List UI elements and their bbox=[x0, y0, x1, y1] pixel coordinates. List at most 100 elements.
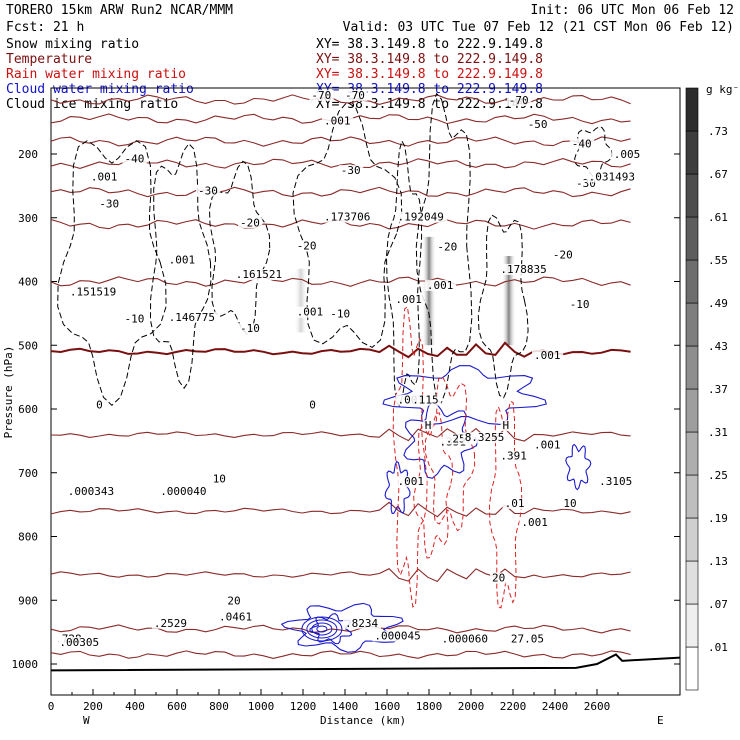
colorbar-swatch bbox=[685, 517, 699, 562]
isotherm-line bbox=[51, 568, 631, 583]
colorbar-swatch bbox=[685, 474, 699, 519]
isotherm-label-bg bbox=[343, 89, 368, 101]
snow-max-label-bg bbox=[322, 115, 354, 127]
isotherm-label-bg bbox=[238, 323, 263, 335]
field-name: Rain water mixing ratio bbox=[6, 67, 186, 82]
snow-contour bbox=[415, 92, 473, 405]
colorbar-label: .55 bbox=[708, 254, 728, 267]
cloud-water-label: .8234 bbox=[345, 617, 378, 630]
cloud-water-label: .001 bbox=[534, 438, 561, 451]
isotherm-line bbox=[51, 276, 631, 287]
colorbar-label: .61 bbox=[708, 211, 728, 224]
snow-contour bbox=[149, 142, 212, 390]
isotherm-label: -20 bbox=[553, 248, 573, 261]
isotherm-line bbox=[51, 186, 631, 198]
isotherm-label: H bbox=[503, 419, 510, 432]
x-tick-label: 2200 bbox=[500, 700, 527, 713]
isotherm-label-bg bbox=[500, 420, 512, 432]
colorbar-swatch bbox=[685, 388, 699, 433]
snow-max-label: .001 bbox=[427, 279, 454, 292]
snow-max-label-bg bbox=[395, 211, 448, 223]
isotherm-label: 10 bbox=[563, 497, 576, 510]
x-tick-label: 1600 bbox=[374, 700, 401, 713]
colorbar-swatch bbox=[685, 130, 699, 175]
cloud-water-contour bbox=[301, 616, 343, 642]
snow-max-label: .001 bbox=[297, 306, 324, 319]
x-axis: 0 200 400 600 800 1000 1200 1400 1600 1800 2000 220… bbox=[48, 689, 619, 713]
x-tick-label: 0 bbox=[48, 700, 55, 713]
y-tick-label: 1000 bbox=[12, 658, 39, 671]
snow-contour bbox=[208, 160, 271, 335]
isotherm-label: -10 bbox=[125, 313, 145, 326]
isotherm-label: -70 bbox=[509, 94, 529, 107]
colorbar-swatch bbox=[685, 259, 699, 304]
rain-contour bbox=[424, 375, 476, 532]
rain-label-bg bbox=[57, 636, 103, 648]
colorbar-unit: g kg⁻¹ bbox=[706, 83, 740, 96]
cloud-water-contour bbox=[403, 402, 479, 479]
isotherm-line bbox=[51, 158, 631, 169]
isotherm-label: -20 bbox=[297, 239, 317, 252]
isotherm-label-bg bbox=[525, 119, 551, 131]
snow-max-label-bg bbox=[233, 269, 286, 281]
rain-label-bg bbox=[65, 485, 118, 497]
isotherm-line bbox=[51, 136, 631, 147]
isotherm-label: 10 bbox=[213, 473, 226, 486]
cloud-water-contour bbox=[311, 622, 333, 636]
cloud-water-contour bbox=[384, 460, 411, 514]
cloud-water-label: .3105 bbox=[599, 475, 632, 488]
colorbar-swatch bbox=[685, 560, 699, 605]
isotherm-label: 8.3255 bbox=[465, 431, 505, 444]
contour-labels: -70 -70 -70-50-40-40-30-30-30-30-20-20 -20-… bbox=[53, 89, 643, 649]
isotherm-label-bg bbox=[498, 450, 530, 462]
isotherm-label-bg bbox=[122, 313, 147, 325]
cloud-water-label-bg bbox=[395, 476, 427, 488]
isotherm-line bbox=[51, 94, 631, 105]
y-tick-label: 500 bbox=[18, 339, 38, 352]
colorbar-swatch bbox=[685, 646, 699, 691]
colorbar-label: .49 bbox=[708, 297, 728, 310]
colorbar-swatch bbox=[685, 216, 699, 261]
cloud-water-label: .001 bbox=[398, 475, 425, 488]
x-tick-label: 2400 bbox=[542, 700, 569, 713]
rain-contour bbox=[488, 400, 523, 609]
field-xy: XY= 38.3.149.8 to 222.9.149.8 bbox=[316, 37, 543, 52]
colorbar-label: .43 bbox=[708, 340, 728, 353]
isotherm-label-bg bbox=[309, 89, 334, 101]
x-tick-label: 1400 bbox=[332, 700, 359, 713]
isotherm-label: 0 bbox=[309, 399, 316, 412]
snow-max-label: .146775 bbox=[169, 311, 215, 324]
y-axis-label: Pressure (hPa) bbox=[2, 346, 15, 439]
snow-max-label: .151519 bbox=[70, 285, 116, 298]
isotherm-label-bg bbox=[328, 308, 353, 320]
cloud-water-label: .115 bbox=[412, 394, 439, 407]
colorbar-swatch bbox=[685, 302, 699, 347]
y-tick-label: 400 bbox=[18, 276, 38, 289]
snow-max-label: .001 bbox=[91, 171, 118, 184]
rain-contour bbox=[413, 412, 454, 559]
colorbar-swatch bbox=[685, 87, 699, 132]
isotherm-label: -70 bbox=[345, 89, 365, 102]
snow-max-label: .173706 bbox=[324, 211, 370, 224]
cloud-water-contour bbox=[306, 619, 338, 639]
field-name: Temperature bbox=[6, 52, 92, 67]
colorbar-label: .37 bbox=[708, 383, 728, 396]
snow-max-label: .005 bbox=[614, 148, 641, 161]
isotherm-line bbox=[51, 427, 631, 442]
isotherm-label-bg bbox=[502, 497, 527, 509]
snow-shading-column bbox=[422, 236, 436, 346]
rain-contour bbox=[392, 305, 428, 608]
x-tick-label: 800 bbox=[209, 700, 229, 713]
isotherm-label-bg bbox=[561, 497, 579, 509]
snow-max-label: .031493 bbox=[589, 171, 635, 184]
cloud-water-label-bg bbox=[597, 476, 636, 488]
cloud-water-contour bbox=[309, 613, 353, 645]
snow-shading-column bbox=[501, 256, 516, 346]
snow-max-label-bg bbox=[294, 306, 326, 318]
isotherm-label-bg bbox=[307, 399, 319, 411]
colorbar-label: .67 bbox=[708, 168, 728, 181]
rain-label-bg bbox=[158, 485, 210, 497]
isotherm-label-bg bbox=[519, 517, 551, 529]
rain-label-bg bbox=[372, 630, 424, 642]
isotherm-label: .01 bbox=[505, 497, 525, 510]
